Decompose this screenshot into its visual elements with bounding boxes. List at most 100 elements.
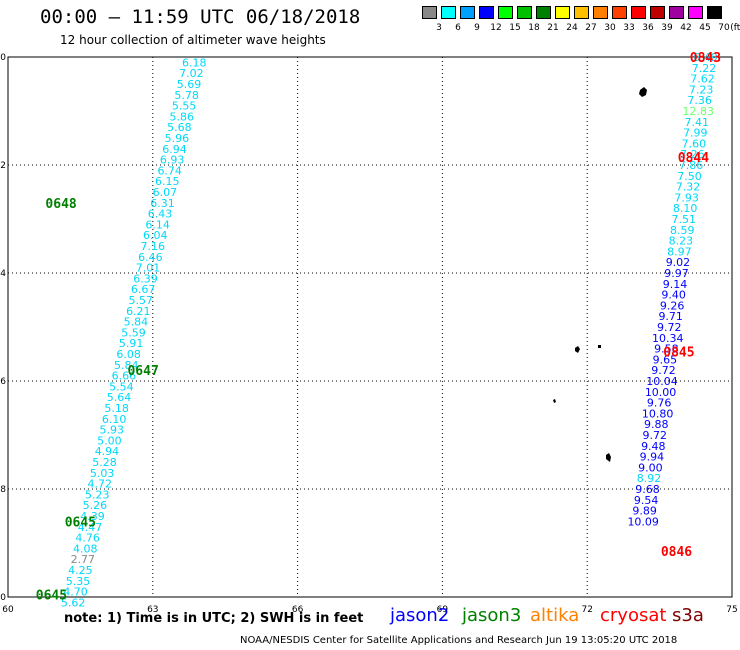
data-point-label: 5.68 xyxy=(167,121,192,134)
data-point-label: 5.93 xyxy=(100,424,125,437)
data-point-label: 5.54 xyxy=(109,380,134,393)
data-point-label: 7.22 xyxy=(692,62,717,75)
data-point-label: 5.23 xyxy=(85,488,110,501)
data-point-label: 5.91 xyxy=(119,337,144,350)
data-point-label: 6.94 xyxy=(162,143,187,156)
data-point-label: 4.47 xyxy=(78,521,103,534)
time-label: 0645 xyxy=(36,588,67,603)
data-point-label: 9.58 xyxy=(654,343,679,356)
scale-swatch xyxy=(631,6,646,19)
data-point-label: 5.55 xyxy=(172,100,197,113)
data-point-label: 5.35 xyxy=(66,575,91,588)
data-point-label: 6.31 xyxy=(150,197,175,210)
scale-swatch xyxy=(460,6,475,19)
scale-unit-label: (ft) xyxy=(730,23,740,33)
data-point-label: 2.77 xyxy=(71,553,96,566)
data-point-label: 4.25 xyxy=(68,564,93,577)
chart-title: 00:00 — 11:59 UTC 06/18/2018 xyxy=(40,6,361,28)
data-point-label: 9.54 xyxy=(634,494,659,507)
data-point-label: 9.48 xyxy=(641,440,666,453)
data-point-label: 7.32 xyxy=(676,181,701,194)
data-point-label: 6.46 xyxy=(138,251,163,264)
data-point-label: 6.43 xyxy=(148,208,173,221)
data-point-label: 6.08 xyxy=(116,348,141,361)
data-point-label: 6.39 xyxy=(133,272,158,285)
data-point-label: 7.36 xyxy=(687,94,712,107)
data-point-label: 4.94 xyxy=(95,445,120,458)
island-shape xyxy=(606,453,611,462)
data-point-label: 4.76 xyxy=(75,532,100,545)
x-tick-label: 69 xyxy=(437,605,449,615)
satellite-legend-s3a: s3a xyxy=(672,605,704,626)
data-point-label: 6.67 xyxy=(131,283,156,296)
scale-label: 42 xyxy=(680,23,692,33)
scale-swatch xyxy=(536,6,551,19)
scale-swatch xyxy=(688,6,703,19)
y-tick-label: -8 xyxy=(0,485,6,495)
scale-swatch xyxy=(574,6,589,19)
data-point-label: 7.16 xyxy=(141,240,166,253)
time-label: 0844 xyxy=(678,151,709,166)
y-tick-label: -10 xyxy=(0,593,6,603)
data-point-label: 7.99 xyxy=(683,127,708,140)
time-label: 0645 xyxy=(65,515,96,530)
data-point-label: 5.84 xyxy=(114,359,139,372)
data-point-label: 5.86 xyxy=(170,110,195,123)
data-point-label: 6.14 xyxy=(145,218,170,231)
y-tick-label: -4 xyxy=(0,269,6,279)
scale-label: 39 xyxy=(661,23,673,33)
data-point-label: 8.92 xyxy=(637,472,662,485)
y-tick-label: 0 xyxy=(0,53,6,63)
data-point-label: 9.26 xyxy=(660,299,685,312)
data-point-label: 5.03 xyxy=(90,467,115,480)
data-point-label: 7.23 xyxy=(689,83,714,96)
data-point-label: 5.28 xyxy=(92,456,117,469)
scale-label: 9 xyxy=(474,23,480,33)
data-point-label: 9.72 xyxy=(651,364,676,377)
data-point-label: 7.41 xyxy=(685,116,710,129)
units-note: note: 1) Time is in UTC; 2) SWH is in fe… xyxy=(64,611,364,626)
data-point-label: 9.89 xyxy=(632,505,657,518)
data-point-label: 6.18 xyxy=(182,56,207,69)
scale-label: 6 xyxy=(455,23,461,33)
data-point-label: 5.78 xyxy=(174,89,199,102)
data-point-label: 8.10 xyxy=(673,202,698,215)
time-label: 0648 xyxy=(45,197,76,212)
time-label: 0843 xyxy=(690,51,721,66)
scale-swatch xyxy=(669,6,684,19)
data-point-label: 5.59 xyxy=(121,326,146,339)
data-point-label: 7.26 xyxy=(680,148,705,161)
data-point-label: 7.62 xyxy=(690,73,715,86)
scale-label: 30 xyxy=(604,23,616,33)
scale-label: 18 xyxy=(528,23,540,33)
y-tick-label: -2 xyxy=(0,161,6,171)
plot-frame xyxy=(7,56,733,598)
data-point-label: 10.34 xyxy=(652,332,684,345)
data-point-label: 5.84 xyxy=(124,316,149,329)
scale-label: 12 xyxy=(490,23,502,33)
scale-swatch xyxy=(707,6,722,19)
data-point-label: 9.72 xyxy=(657,321,682,334)
data-point-label: 9.65 xyxy=(653,353,678,366)
scale-swatch xyxy=(555,6,570,19)
scale-label: 3 xyxy=(436,23,442,33)
data-point-label: 9.68 xyxy=(635,483,660,496)
data-point-label: 9.00 xyxy=(638,461,663,474)
data-point-label: 6.66 xyxy=(112,370,137,383)
data-point-label: 6.49 xyxy=(693,51,718,64)
scale-swatch xyxy=(593,6,608,19)
scale-label: 33 xyxy=(623,23,635,33)
data-point-label: 7.50 xyxy=(677,170,702,183)
y-tick-label: -6 xyxy=(0,377,6,387)
data-point-label: 6.74 xyxy=(157,164,182,177)
time-label: 0845 xyxy=(663,345,694,360)
scale-label: 15 xyxy=(509,23,521,33)
data-point-label: 6.15 xyxy=(155,175,180,188)
data-point-label: 9.94 xyxy=(640,451,665,464)
data-point-label: 7.86 xyxy=(679,159,704,172)
data-point-label: 9.97 xyxy=(664,267,689,280)
data-point-label: 6.21 xyxy=(126,305,151,318)
scale-swatch xyxy=(612,6,627,19)
island-shape xyxy=(553,399,556,403)
